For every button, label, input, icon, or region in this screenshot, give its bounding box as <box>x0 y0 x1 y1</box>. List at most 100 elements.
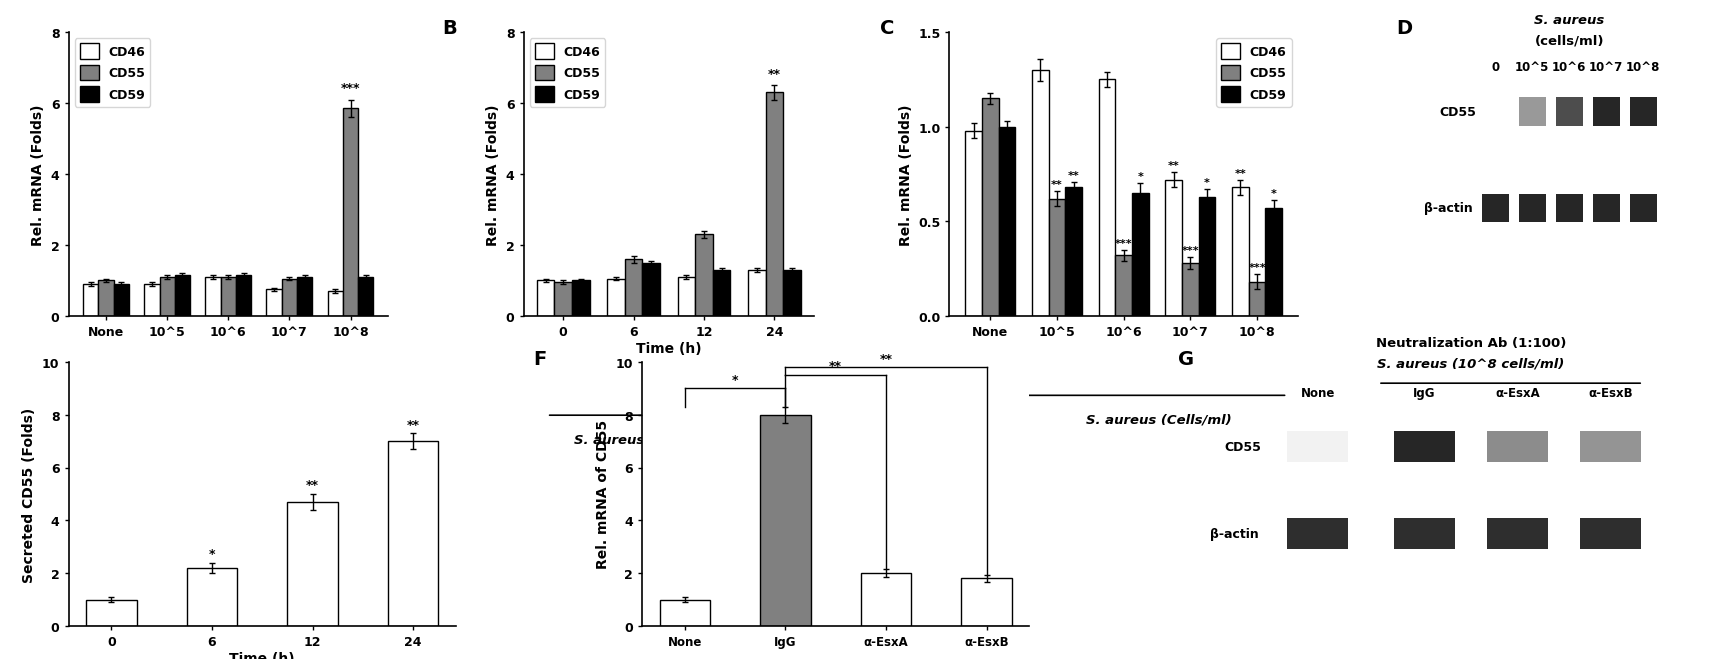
FancyBboxPatch shape <box>1592 194 1620 223</box>
FancyBboxPatch shape <box>1555 194 1582 223</box>
Text: S. aureus (1x10^8 Cells/ml): S. aureus (1x10^8 Cells/ml) <box>574 432 780 445</box>
Text: *: * <box>1136 172 1143 182</box>
FancyBboxPatch shape <box>1486 431 1548 463</box>
Text: **: ** <box>1234 169 1246 179</box>
Text: *: * <box>1203 178 1210 188</box>
Bar <box>86 600 137 626</box>
FancyBboxPatch shape <box>1481 194 1508 223</box>
Text: β-actin: β-actin <box>1423 202 1472 215</box>
Bar <box>343 109 358 316</box>
Bar <box>694 235 713 316</box>
FancyBboxPatch shape <box>1580 518 1640 550</box>
FancyBboxPatch shape <box>1287 518 1347 550</box>
Text: **: ** <box>879 352 893 365</box>
Text: CD55: CD55 <box>1224 440 1262 453</box>
Bar <box>536 281 554 316</box>
Bar <box>1032 71 1049 316</box>
Text: **: ** <box>830 360 842 373</box>
Text: ***: *** <box>1181 246 1198 256</box>
Bar <box>1166 181 1181 316</box>
Bar <box>1198 197 1215 316</box>
FancyBboxPatch shape <box>1555 98 1582 127</box>
Bar <box>982 99 998 316</box>
Bar <box>554 283 572 316</box>
Bar <box>281 279 297 316</box>
Bar <box>358 277 374 316</box>
Bar <box>962 579 1011 626</box>
Bar <box>747 270 764 316</box>
Bar <box>1248 282 1265 316</box>
Text: **: ** <box>406 418 420 431</box>
Bar <box>288 502 338 626</box>
Text: **: ** <box>307 478 319 492</box>
Bar <box>643 263 660 316</box>
FancyBboxPatch shape <box>1393 518 1453 550</box>
Text: S. aureus: S. aureus <box>1534 14 1604 27</box>
Text: α-EsxB: α-EsxB <box>1587 387 1632 400</box>
Bar <box>297 277 312 316</box>
Bar <box>327 291 343 316</box>
Bar <box>1181 264 1198 316</box>
Text: C: C <box>879 19 895 38</box>
Text: **: ** <box>1068 170 1080 181</box>
Bar <box>221 277 237 316</box>
Bar <box>624 260 643 316</box>
Bar <box>206 277 221 316</box>
Text: **: ** <box>1167 161 1179 171</box>
FancyBboxPatch shape <box>1519 194 1546 223</box>
FancyBboxPatch shape <box>1519 98 1546 127</box>
Text: None: None <box>1299 387 1335 400</box>
Bar <box>175 275 190 316</box>
FancyBboxPatch shape <box>1580 431 1640 463</box>
Legend: CD46, CD55, CD59: CD46, CD55, CD59 <box>75 39 151 107</box>
Legend: CD46, CD55, CD59: CD46, CD55, CD59 <box>530 39 605 107</box>
Text: **: ** <box>768 68 780 81</box>
Y-axis label: Rel. mRNA (Folds): Rel. mRNA (Folds) <box>898 104 912 245</box>
X-axis label: Time (h): Time (h) <box>230 651 295 659</box>
Text: G: G <box>1178 349 1195 368</box>
Bar <box>607 279 624 316</box>
Text: *: * <box>209 547 216 560</box>
Text: S. aureus (Cells/ml): S. aureus (Cells/ml) <box>1085 413 1231 426</box>
Text: D: D <box>1395 19 1412 38</box>
Bar <box>1131 194 1148 316</box>
Text: β-actin: β-actin <box>1208 527 1258 540</box>
Text: *: * <box>1270 189 1277 199</box>
Bar <box>1116 256 1131 316</box>
FancyBboxPatch shape <box>1592 98 1620 127</box>
Bar <box>677 277 694 316</box>
Bar <box>713 270 730 316</box>
Bar <box>113 285 129 316</box>
Bar <box>1049 199 1064 316</box>
Text: 10^8: 10^8 <box>1625 61 1659 73</box>
Text: IgG: IgG <box>1412 387 1435 400</box>
X-axis label: Time (h): Time (h) <box>636 341 701 355</box>
Text: B: B <box>442 19 458 38</box>
Bar <box>98 281 113 316</box>
Text: (cells/ml): (cells/ml) <box>1534 34 1603 47</box>
Bar <box>660 600 710 626</box>
Y-axis label: Rel. mRNA (Folds): Rel. mRNA (Folds) <box>487 104 500 245</box>
Bar <box>998 127 1015 316</box>
Legend: CD46, CD55, CD59: CD46, CD55, CD59 <box>1215 39 1291 107</box>
FancyBboxPatch shape <box>1393 431 1453 463</box>
FancyBboxPatch shape <box>1628 98 1656 127</box>
Bar <box>1064 188 1082 316</box>
Y-axis label: Rel. mRNA (Folds): Rel. mRNA (Folds) <box>31 104 45 245</box>
Bar <box>387 442 439 626</box>
Bar <box>82 285 98 316</box>
Text: ***: *** <box>1114 239 1133 248</box>
Bar <box>965 131 982 316</box>
Text: CD55: CD55 <box>1440 106 1476 119</box>
Text: *: * <box>732 373 739 386</box>
Text: **: ** <box>1051 180 1063 190</box>
Text: ***: *** <box>1248 263 1265 273</box>
FancyBboxPatch shape <box>1628 194 1656 223</box>
Bar <box>759 415 811 626</box>
Text: 10^5: 10^5 <box>1515 61 1549 73</box>
Bar <box>159 277 175 316</box>
Text: α-EsxA: α-EsxA <box>1495 387 1539 400</box>
FancyBboxPatch shape <box>1287 431 1347 463</box>
Bar <box>860 573 910 626</box>
Bar <box>1265 209 1282 316</box>
